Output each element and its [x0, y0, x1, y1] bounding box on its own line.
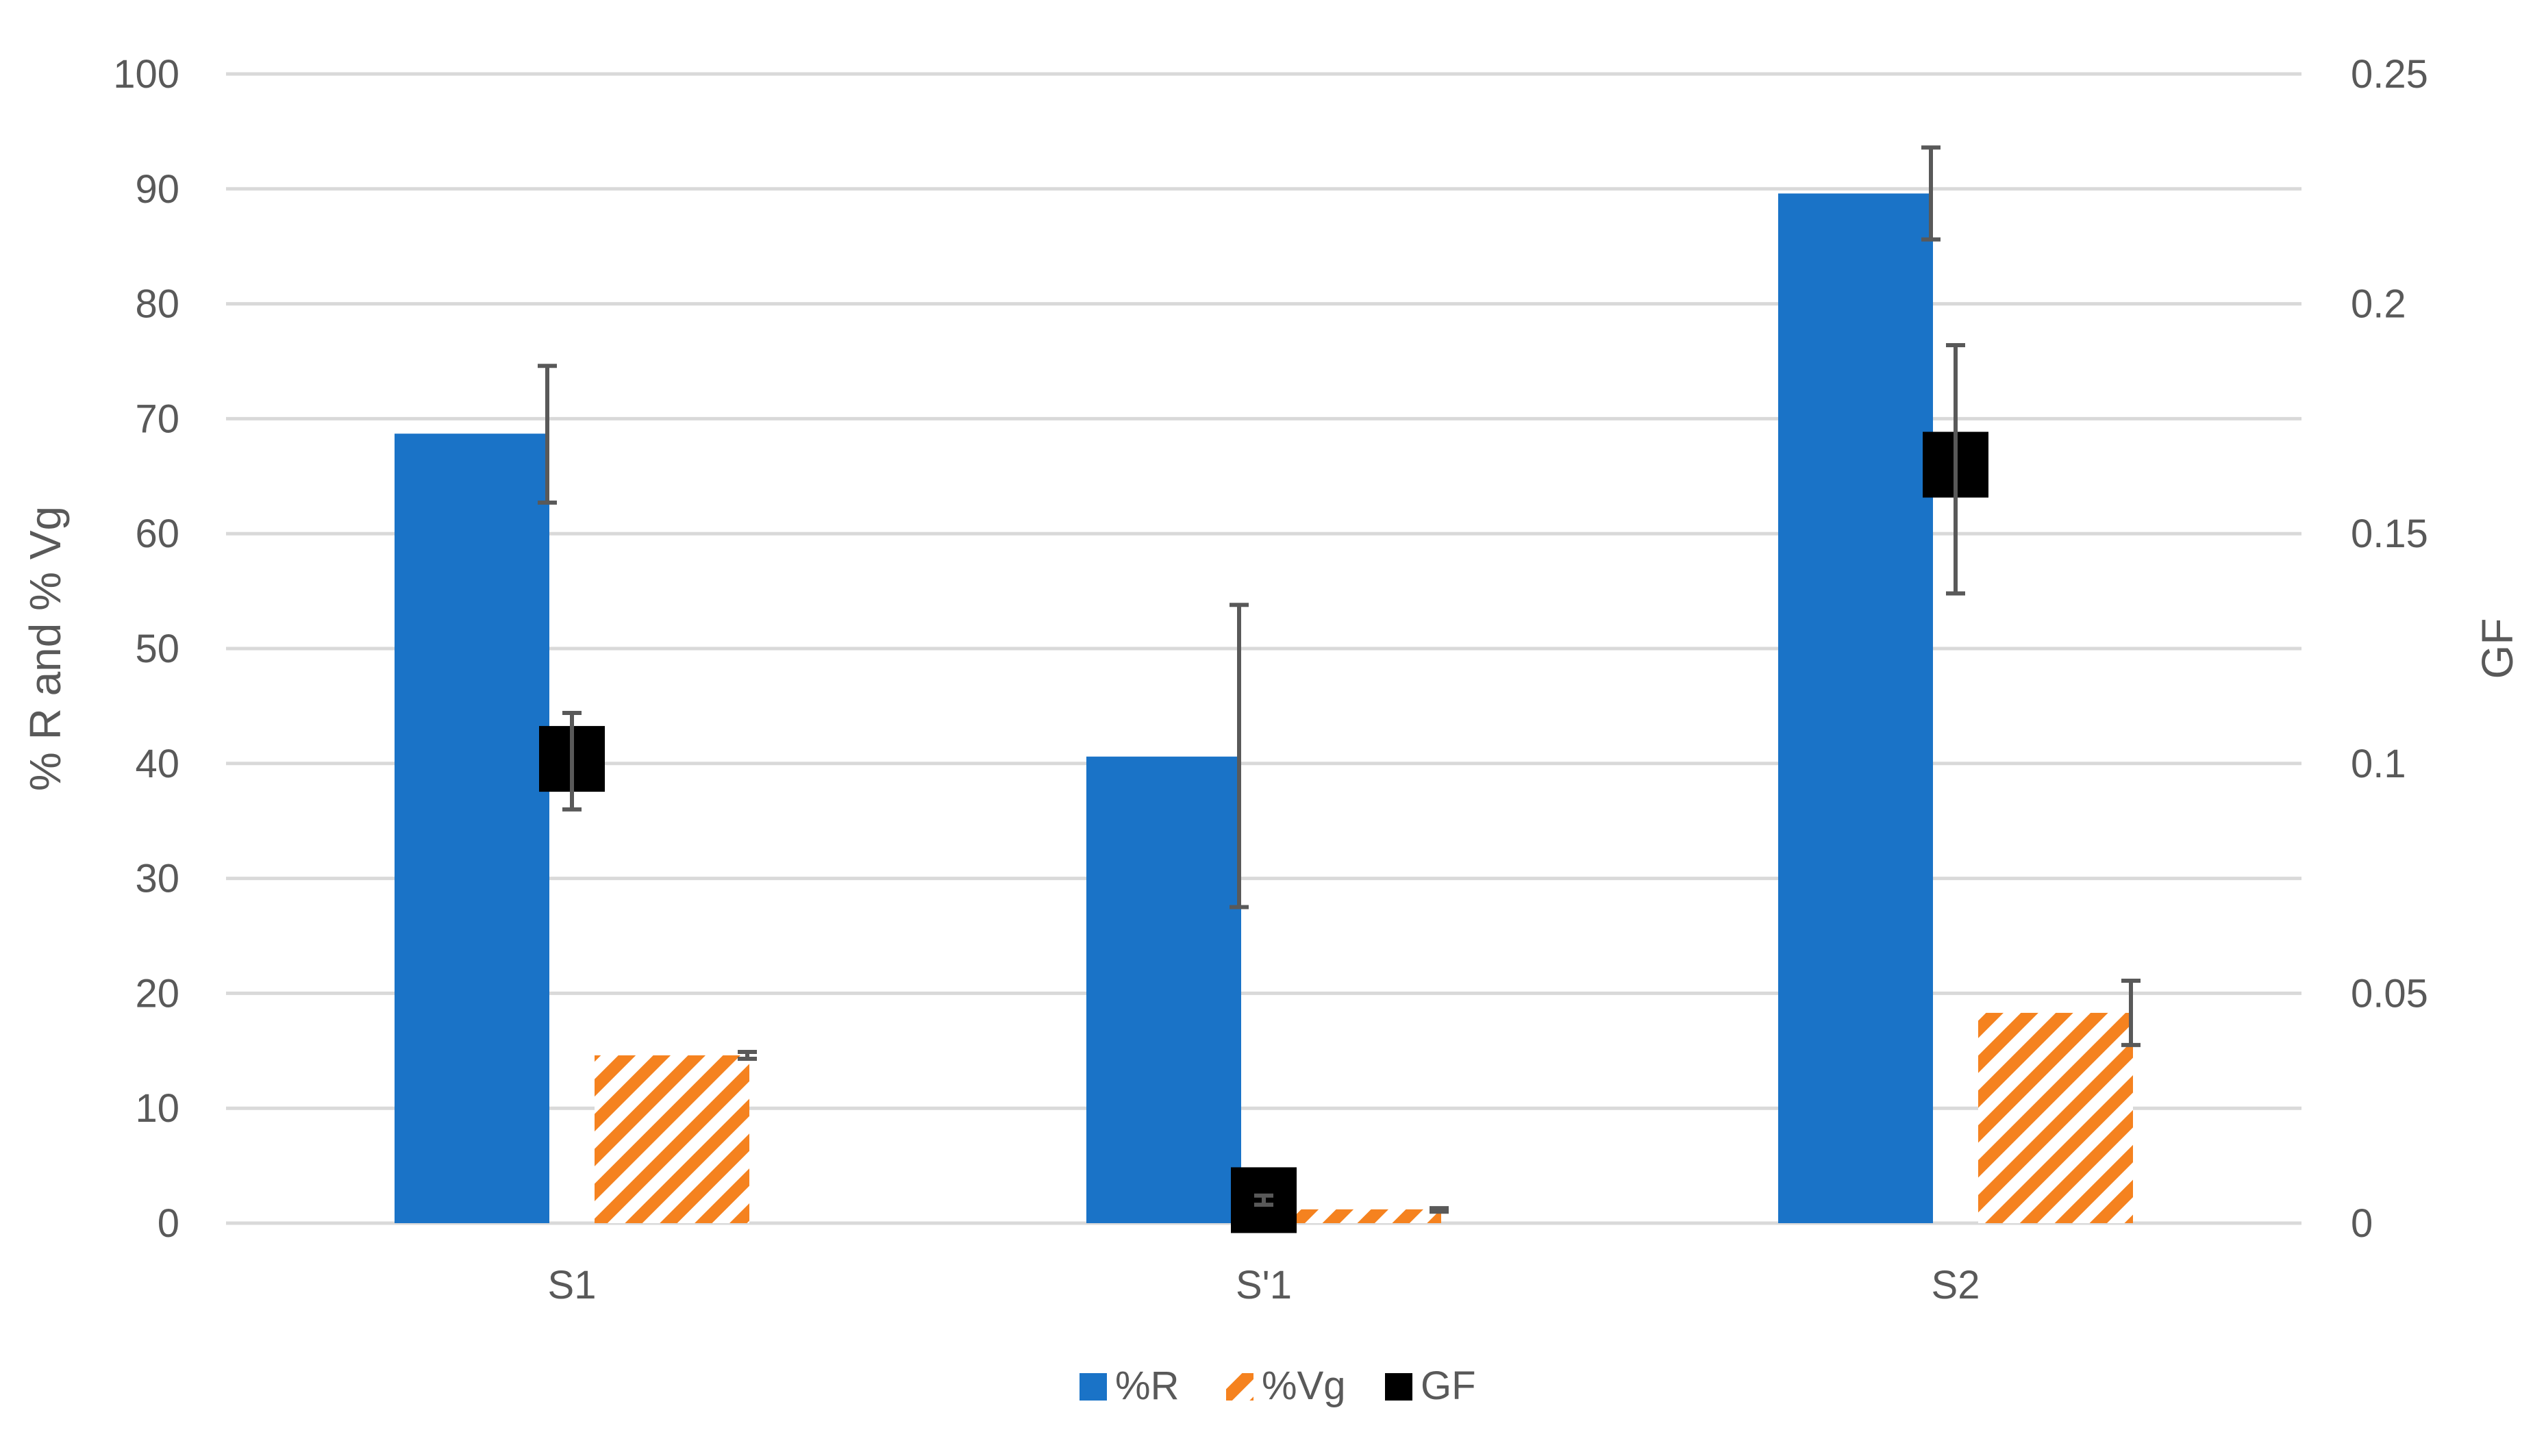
- left-tick-label: 30: [135, 857, 179, 901]
- legend-label: %Vg: [1262, 1364, 1346, 1408]
- left-tick-label: 90: [135, 167, 179, 212]
- legend-label: %R: [1115, 1364, 1179, 1408]
- left-tick-label: 40: [135, 742, 179, 786]
- bar-vg: [1978, 1012, 2133, 1223]
- right-tick-label: 0: [2351, 1201, 2373, 1246]
- bars: [395, 193, 2133, 1224]
- category-label: S2: [1932, 1263, 1980, 1307]
- right-tick-label: 0.15: [2351, 512, 2428, 556]
- legend-label: GF: [1421, 1364, 1476, 1408]
- bar-r: [1778, 193, 1933, 1224]
- left-tick-label: 80: [135, 282, 179, 327]
- left-tick-label: 0: [158, 1201, 179, 1246]
- bar-r: [1086, 756, 1241, 1223]
- legend: %R %Vg GF: [1080, 1364, 1476, 1408]
- gridlines: [226, 72, 2301, 1225]
- left-tick-label: 20: [135, 971, 179, 1016]
- category-label: S1: [548, 1263, 597, 1307]
- right-axis-title: GF: [2473, 618, 2522, 679]
- left-tick-label: 60: [135, 512, 179, 556]
- legend-swatch: [1385, 1373, 1412, 1401]
- bar-vg: [595, 1055, 749, 1223]
- left-tick-label: 10: [135, 1086, 179, 1131]
- right-tick-label: 0.2: [2351, 282, 2406, 327]
- axes: 0 10 20 30 40 50 60 70 80 90 100 0 0.05 0.1 0.15 0.2 0.2…: [21, 52, 2522, 1307]
- bar-vg: [1286, 1209, 1441, 1223]
- left-tick-label: 70: [135, 397, 179, 441]
- gf-markers: [539, 431, 1988, 1233]
- right-tick-label: 0.1: [2351, 742, 2406, 786]
- left-tick-label: 50: [135, 627, 179, 671]
- left-axis-title: % R and % Vg: [21, 506, 70, 791]
- right-tick-label: 0.25: [2351, 52, 2428, 97]
- error-bars: [538, 145, 2141, 1214]
- bar-r: [395, 434, 549, 1223]
- legend-swatch: [1226, 1373, 1253, 1401]
- left-tick-label: 100: [113, 52, 179, 97]
- category-label: S'1: [1236, 1263, 1292, 1307]
- legend-swatch: [1080, 1373, 1107, 1401]
- right-tick-label: 0.05: [2351, 971, 2428, 1016]
